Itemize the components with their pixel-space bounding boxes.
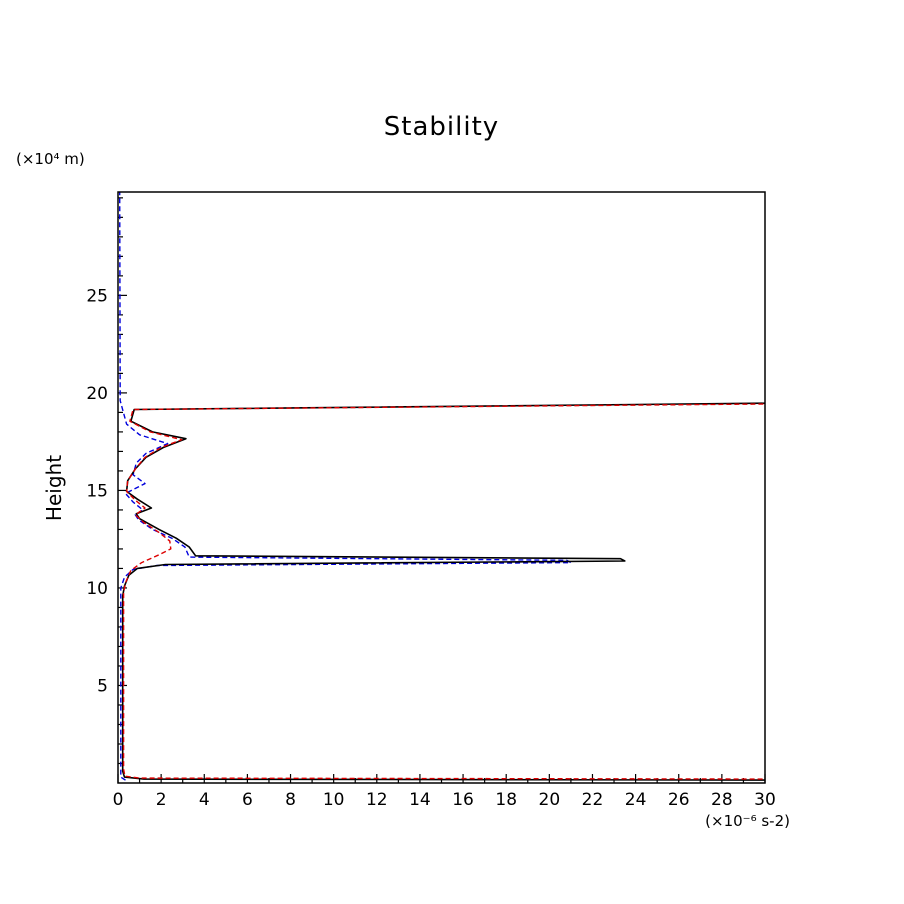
y-tick-label: 25 (86, 286, 108, 306)
x-tick-label: 10 (323, 790, 345, 810)
y-tick-label: 20 (86, 384, 108, 404)
x-tick-label: 20 (539, 790, 561, 810)
chart-title: Stability (383, 112, 500, 142)
series-profile-blue-dashed (118, 192, 572, 781)
x-tick-label: 12 (366, 790, 388, 810)
x-tick-label: 16 (452, 790, 474, 810)
y-tick-label: 15 (86, 481, 108, 501)
x-tick-label: 0 (113, 790, 124, 810)
x-tick-label: 30 (754, 790, 776, 810)
y-tick-label: 5 (97, 676, 108, 696)
x-tick-label: 18 (495, 790, 517, 810)
x-tick-label: 2 (156, 790, 167, 810)
x-tick-label: 4 (199, 790, 210, 810)
x-tick-label: 14 (409, 790, 431, 810)
x-tick-label: 6 (242, 790, 253, 810)
series-profile-red-dashed (122, 403, 765, 780)
x-tick-labels: 0 2 4 6 8 10 12 14 16 18 20 22 24 26 28 30 (113, 790, 776, 810)
series-profile-black-solid (121, 402, 765, 781)
axis-ticks (117, 197, 766, 783)
x-tick-label: 22 (582, 790, 604, 810)
y-axis-unit-label: (×10⁴ m) (16, 150, 85, 168)
y-tick-labels: 5 10 15 20 25 (86, 286, 108, 696)
x-axis-unit-label: (×10⁻⁶ s-2) (705, 812, 790, 830)
x-tick-label: 24 (625, 790, 647, 810)
y-tick-label: 10 (86, 579, 108, 599)
x-tick-label: 26 (668, 790, 690, 810)
x-tick-label: 8 (285, 790, 296, 810)
x-tick-label: 28 (711, 790, 733, 810)
plot-frame (117, 191, 766, 784)
